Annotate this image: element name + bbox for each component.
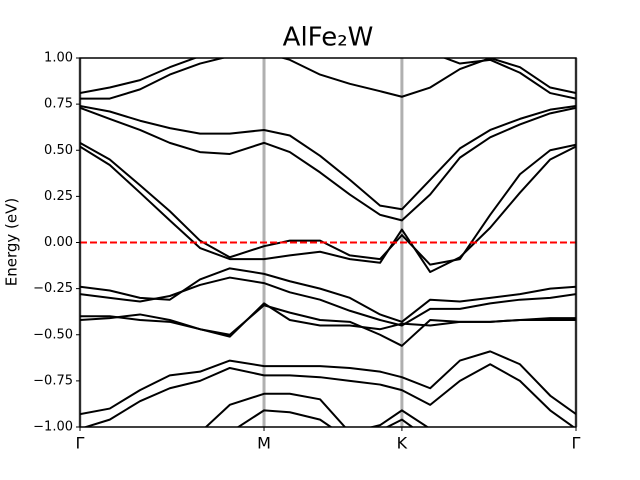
- band-line: [204, 392, 430, 427]
- y-tick-label: 1.00: [44, 51, 73, 66]
- y-tick-label: 0.50: [44, 143, 73, 158]
- y-tick-label: −0.25: [33, 281, 73, 296]
- band-line: [80, 302, 576, 338]
- chart-title: AlFe₂W: [283, 23, 374, 53]
- axes: Γ M K Γ−1.00−0.75−0.50−0.250.000.250.500.75…: [33, 51, 580, 453]
- x-tick-label: K: [397, 434, 408, 453]
- band-line: [80, 104, 576, 211]
- y-tick-label: 0.25: [44, 189, 73, 204]
- y-tick-label: 0.75: [44, 97, 73, 112]
- y-tick-label: −0.50: [33, 327, 73, 342]
- band-line: [80, 267, 576, 323]
- band-line: [80, 276, 576, 327]
- band-line: [236, 409, 414, 427]
- x-tick-label: Γ: [76, 434, 85, 453]
- band-line: [80, 58, 576, 98]
- band-line: [80, 141, 576, 266]
- band-line: [80, 58, 576, 100]
- x-tick-label: M: [257, 434, 271, 453]
- band-line: [82, 363, 576, 427]
- plot-area: [80, 58, 576, 427]
- y-tick-label: −1.00: [33, 420, 73, 435]
- band-line: [80, 145, 576, 274]
- x-tick-label: Γ: [572, 434, 581, 453]
- y-tick-label: −0.75: [33, 373, 73, 388]
- y-axis-label: Energy (eV): [3, 198, 21, 286]
- band-line: [80, 350, 576, 416]
- y-tick-label: 0.00: [44, 235, 73, 250]
- band-line: [80, 106, 576, 222]
